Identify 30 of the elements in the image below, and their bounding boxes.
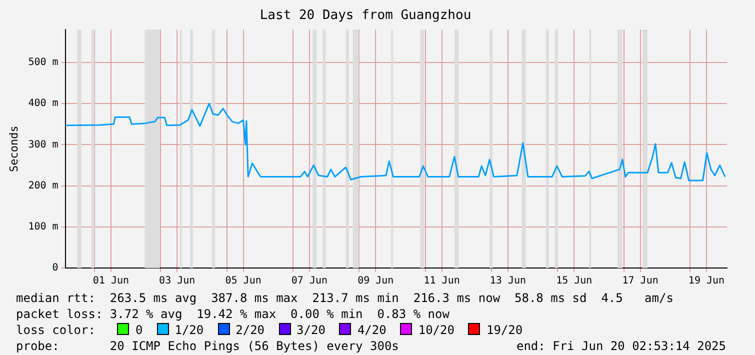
y-tick-label: 0 <box>52 262 58 274</box>
x-tick-label: 05 Jun <box>225 276 262 287</box>
text: end: Fri Jun 20 02:53:14 2025 <box>516 339 726 353</box>
x-tick-label: 13 Jun <box>490 276 526 287</box>
x-tick-label: 09 Jun <box>358 276 394 287</box>
y-tick-label: 100 m <box>28 221 58 232</box>
text: 4/20 <box>357 323 386 337</box>
text: probe: 20 ICMP Echo Pings (56 Bytes) every 300s <box>16 339 399 353</box>
text: 0 <box>135 323 143 337</box>
x-tick-label: 11 Jun <box>424 276 460 287</box>
x-tick-label: 03 Jun <box>159 276 196 287</box>
x-tick-label: 01 Jun <box>92 276 130 287</box>
y-tick-label: 200 m <box>28 180 58 192</box>
y-tick-label: 400 m <box>28 98 58 110</box>
text: 1/20 <box>174 323 204 337</box>
text: 19/20 <box>486 323 523 337</box>
text: 3/20 <box>296 323 326 337</box>
text: packet loss: 3.72 % avg 19.42 % max 0.00 % min 0.83 % now <box>16 306 450 322</box>
text: loss color: <box>16 323 96 337</box>
x-tick-label: 19 Jun <box>688 276 725 287</box>
text: 10/20 <box>418 323 454 337</box>
x-tick-label: 07 Jun <box>291 276 328 287</box>
chart-title: Last 20 Days from Guangzhou <box>260 8 472 24</box>
y-tick-label: 500 m <box>28 57 58 68</box>
text: median rtt: 263.5 ms avg 387.8 ms max 213.7 ms min 216.3 ms now 58.8 ms sd 4.5 am/s <box>16 290 674 306</box>
x-tick-label: 17 Jun <box>622 276 658 287</box>
text: 2/20 <box>236 323 265 337</box>
y-axis-title: Seconds <box>7 126 20 172</box>
y-tick-label: 300 m <box>28 139 58 150</box>
x-tick-label: 15 Jun <box>556 276 592 287</box>
